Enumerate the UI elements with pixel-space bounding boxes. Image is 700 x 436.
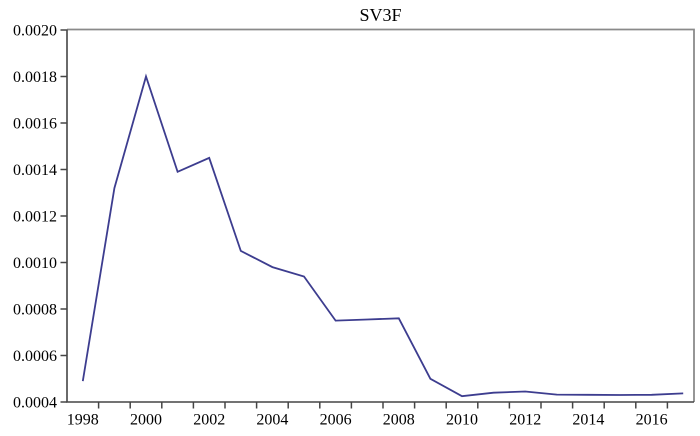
y-tick-label: 0.0008 — [13, 302, 57, 319]
chart-title: SV3F — [359, 5, 401, 25]
x-tick-label: 2002 — [193, 412, 225, 429]
data-series — [81, 73, 684, 398]
x-tick-label: 2006 — [320, 412, 352, 429]
y-axis-ticks — [60, 29, 67, 403]
x-tick-label: 2008 — [383, 412, 415, 429]
x-axis-labels: 1998 2000 2002 2004 2006 2008 2010 2012 2014 2016 — [67, 412, 668, 429]
y-tick-label: 0.0014 — [13, 162, 57, 179]
y-tick-label: 0.0016 — [13, 116, 57, 133]
x-tick-label: 2016 — [636, 412, 668, 429]
frame-top-right — [67, 28, 695, 402]
y-tick-label: 0.0004 — [13, 395, 57, 412]
x-tick-label: 2004 — [256, 412, 288, 429]
y-tick-label: 0.0018 — [13, 69, 57, 86]
x-tick-label: 2012 — [509, 412, 541, 429]
y-axis-labels: 0.0020 0.0018 0.0016 0.0014 0.0012 0.0010 0.00… — [13, 23, 57, 412]
y-tick-label: 0.0006 — [13, 348, 57, 365]
x-tick-label: 2010 — [446, 412, 478, 429]
x-tick-label: 1998 — [67, 412, 99, 429]
y-tick-label: 0.0010 — [13, 255, 57, 272]
x-tick-label: 2014 — [572, 412, 604, 429]
y-tick-label: 0.0020 — [13, 23, 57, 40]
sv3f-line — [81, 73, 684, 398]
x-tick-label: 2000 — [130, 412, 162, 429]
y-tick-label: 0.0012 — [13, 209, 57, 226]
x-axis-ticks — [97, 402, 669, 409]
plot-background — [67, 29, 694, 402]
